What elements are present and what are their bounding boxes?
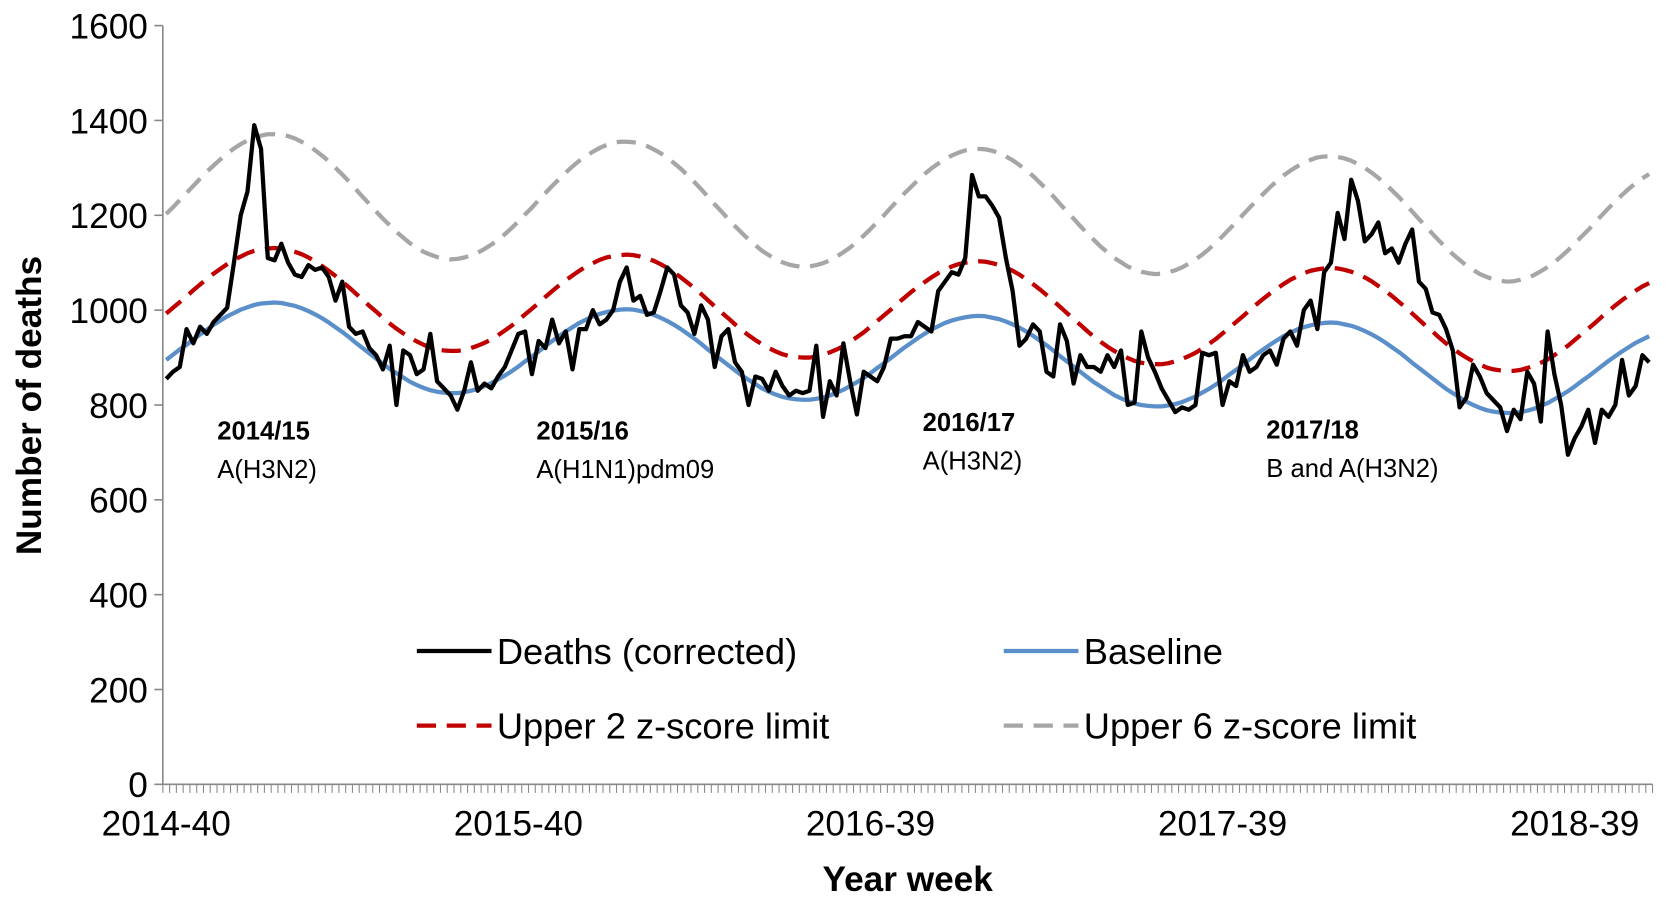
annotation-season: 2016/17 xyxy=(923,409,1016,437)
annotation-season: 2017/18 xyxy=(1266,417,1359,445)
y-tick-label: 1200 xyxy=(70,197,148,236)
y-tick-label: 1400 xyxy=(70,102,148,141)
series-line xyxy=(164,132,1651,284)
x-tick-label: 2014-40 xyxy=(102,805,231,844)
y-tick-label: 1600 xyxy=(70,7,148,46)
x-tick-label: 2017-39 xyxy=(1158,805,1287,844)
annotation-strain: A(H3N2) xyxy=(923,448,1023,476)
y-tick-label: 600 xyxy=(89,482,148,521)
legend-label: Upper 2 z-score limit xyxy=(497,705,830,746)
annotation-season: 2014/15 xyxy=(217,418,310,446)
annotation-strain: B and A(H3N2) xyxy=(1266,455,1438,483)
y-tick-label: 400 xyxy=(89,576,148,615)
series-line xyxy=(164,245,1651,373)
y-tick-label: 0 xyxy=(128,766,148,805)
x-axis-title: Year week xyxy=(823,860,994,899)
legend-label: Baseline xyxy=(1084,631,1223,672)
annotation-season: 2015/16 xyxy=(536,418,629,446)
x-tick-label: 2016-39 xyxy=(806,805,935,844)
legend-label: Upper 6 z-score limit xyxy=(1084,705,1417,746)
annotation-strain: A(H1N1)pdm09 xyxy=(536,456,714,484)
x-tick-label: 2015-40 xyxy=(454,805,583,844)
y-tick-label: 200 xyxy=(89,671,148,710)
annotation-strain: A(H3N2) xyxy=(217,456,317,484)
y-tick-label: 1000 xyxy=(70,292,148,331)
x-tick-label: 2018-39 xyxy=(1510,805,1639,844)
y-axis-title: Number of deaths xyxy=(10,256,49,555)
series-line xyxy=(164,300,1651,416)
legend-label: Deaths (corrected) xyxy=(497,631,797,672)
series-line xyxy=(164,123,1651,457)
y-tick-label: 800 xyxy=(89,387,148,426)
